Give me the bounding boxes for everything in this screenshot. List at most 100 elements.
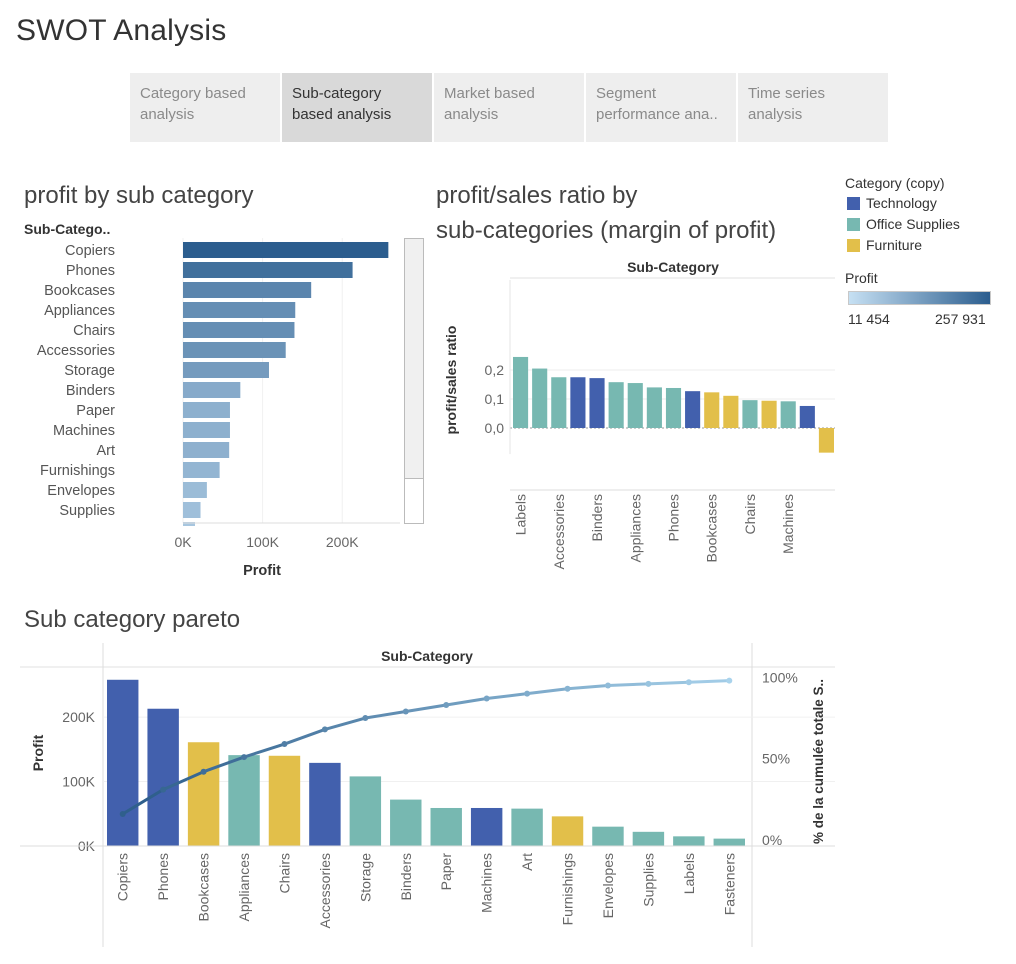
x-tick-label: Fasteners bbox=[721, 853, 737, 915]
bar bbox=[665, 387, 682, 428]
category-label: Supplies bbox=[59, 503, 115, 519]
y2-axis-title: % de la cumulée totale S.. bbox=[811, 679, 826, 844]
x-tick-label: Accessories bbox=[551, 494, 567, 569]
tab-label-line1: Market based bbox=[444, 85, 535, 102]
x-tick-label: Phones bbox=[155, 853, 171, 900]
bar bbox=[780, 401, 796, 428]
cumulative-line-segment bbox=[161, 770, 206, 792]
tab-segment-performance[interactable]: Segment performance ana.. bbox=[586, 73, 736, 142]
bar bbox=[632, 831, 665, 846]
tab-label-line1: Sub-category bbox=[292, 85, 382, 102]
x-tick-label: Copiers bbox=[115, 853, 131, 901]
bar bbox=[183, 342, 286, 358]
bar bbox=[309, 762, 341, 846]
cumulative-point bbox=[524, 690, 531, 697]
legend-label: Office Supplies bbox=[866, 216, 960, 232]
tab-category-analysis[interactable]: Category based analysis bbox=[130, 73, 280, 142]
chart2-title-line2: sub-categories (margin of profit) bbox=[436, 217, 777, 244]
cumulative-line-segment bbox=[282, 727, 327, 746]
cumulative-line-segment bbox=[485, 692, 529, 701]
bar bbox=[818, 428, 834, 453]
bar bbox=[183, 482, 207, 498]
y-tick-label: 200K bbox=[62, 709, 95, 725]
tab-label-line1: Category based bbox=[140, 85, 246, 102]
bar bbox=[390, 799, 422, 846]
category-label: Art bbox=[96, 443, 115, 459]
bar bbox=[551, 377, 567, 428]
cumulative-line-segment bbox=[444, 697, 489, 707]
x-tick-label: Machines bbox=[479, 853, 495, 913]
bar bbox=[183, 462, 220, 478]
bar bbox=[799, 405, 815, 428]
cumulative-line-segment bbox=[363, 710, 408, 720]
bar bbox=[511, 808, 543, 846]
x-tick-label: Storage bbox=[357, 853, 373, 902]
x-tick-label: Paper bbox=[438, 853, 454, 891]
cumulative-point bbox=[483, 695, 490, 702]
category-label: Furnishings bbox=[40, 463, 115, 479]
x-tick-label: 200K bbox=[326, 534, 359, 550]
tab-sub-category-analysis[interactable]: Sub-category based analysis bbox=[282, 73, 432, 142]
x-tick-label: 0K bbox=[174, 534, 192, 550]
cumulative-line-segment bbox=[606, 682, 650, 688]
bar bbox=[532, 368, 548, 428]
bar bbox=[183, 242, 389, 258]
x-tick-label: Binders bbox=[398, 853, 414, 900]
cumulative-point bbox=[160, 786, 167, 793]
cumulative-line-segment bbox=[404, 703, 448, 714]
scrollbar-thumb bbox=[404, 478, 424, 524]
tab-time-series-analysis[interactable]: Time series analysis bbox=[738, 73, 888, 142]
bar bbox=[183, 382, 241, 398]
row-header: Sub-Catego.. bbox=[24, 221, 110, 237]
bar bbox=[685, 391, 701, 428]
bar bbox=[349, 776, 382, 846]
bar bbox=[627, 383, 643, 428]
y-tick-label: 0,0 bbox=[485, 420, 505, 436]
category-label: Envelopes bbox=[47, 483, 115, 499]
x-tick-label: Machines bbox=[780, 494, 796, 554]
page-title: SWOT Analysis bbox=[16, 14, 227, 47]
bar bbox=[268, 755, 301, 846]
cumulative-point bbox=[685, 679, 692, 686]
column-header: Sub-Category bbox=[627, 259, 719, 275]
cumulative-point bbox=[645, 680, 652, 687]
y2-tick-label: 50% bbox=[762, 751, 790, 767]
bar bbox=[183, 322, 295, 338]
cumulative-line-segment bbox=[687, 679, 731, 684]
x-tick-label: Binders bbox=[589, 494, 605, 541]
y-tick-label: 100K bbox=[62, 774, 95, 790]
x-tick-label: Envelopes bbox=[600, 853, 616, 918]
profit-legend-min: 11 454 bbox=[848, 311, 890, 327]
x-tick-label: Chairs bbox=[742, 494, 758, 534]
x-tick-label: Appliances bbox=[236, 853, 252, 922]
tab-label-line2: analysis bbox=[444, 106, 499, 123]
profit-by-sub-category-chart: Sub-Catego.. Copiers Phones Bookcases Applia… bbox=[24, 221, 424, 579]
x-tick-label: Bookcases bbox=[196, 853, 212, 921]
cumulative-line-segment bbox=[202, 755, 246, 774]
cumulative-point bbox=[726, 677, 733, 684]
cumulative-point bbox=[119, 810, 126, 817]
cumulative-line-segment bbox=[646, 680, 691, 686]
bar bbox=[147, 708, 179, 846]
category-label: Appliances bbox=[44, 303, 115, 319]
y-axis-title: Profit bbox=[30, 734, 46, 771]
bar-partial bbox=[183, 522, 195, 526]
x-tick-label: Phones bbox=[666, 494, 682, 541]
bar bbox=[723, 395, 739, 428]
profit-legend-title: Profit bbox=[845, 270, 878, 286]
x-tick-label: Furnishings bbox=[560, 853, 576, 925]
cumulative-line-segment bbox=[121, 788, 165, 816]
bar bbox=[673, 836, 705, 846]
tab-label-line2: analysis bbox=[748, 106, 803, 123]
y-tick-label: 0,2 bbox=[485, 362, 505, 378]
cumulative-line-segment bbox=[566, 684, 610, 691]
category-label: Copiers bbox=[65, 243, 115, 259]
cumulative-point bbox=[281, 741, 288, 748]
bar bbox=[761, 400, 777, 428]
category-label: Machines bbox=[53, 423, 115, 439]
bar bbox=[187, 742, 220, 846]
chart1-title: profit by sub category bbox=[24, 182, 254, 209]
tab-market-analysis[interactable]: Market based analysis bbox=[434, 73, 584, 142]
bar bbox=[183, 302, 296, 318]
